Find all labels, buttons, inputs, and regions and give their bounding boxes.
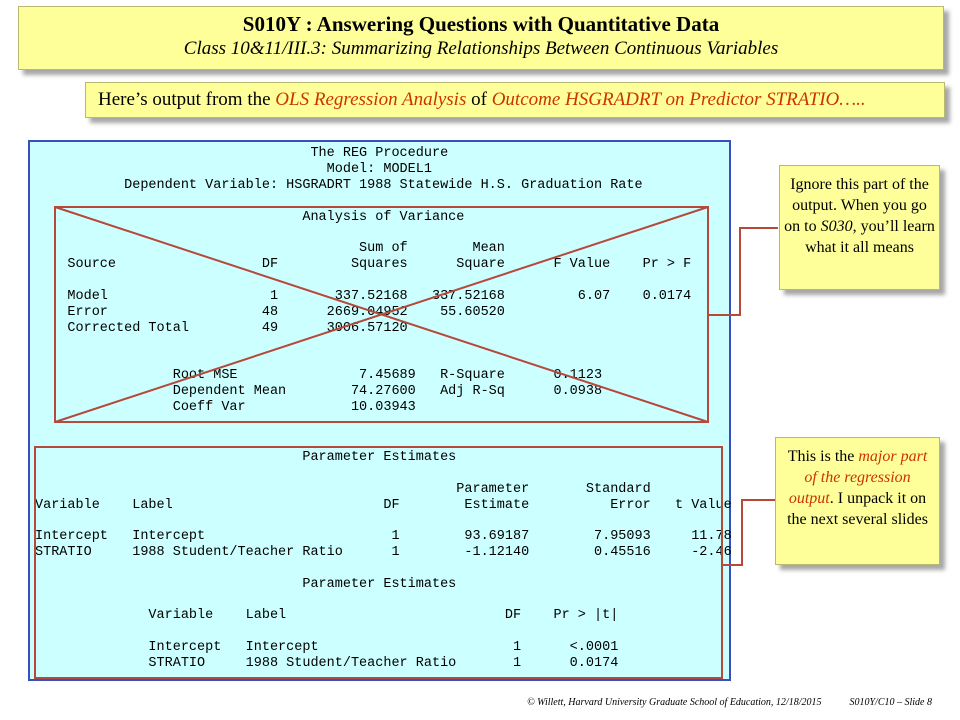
callout-emphasis: major part of the regression output <box>788 448 928 507</box>
title-box: S010Y : Answering Questions with Quantit… <box>18 6 944 70</box>
footer-slide: S010Y/C10 – Slide 8 <box>849 697 932 708</box>
output-line: Dependent Mean 74.27600 Adj R-Sq 0.0938 <box>35 384 603 399</box>
callout-text: Ignore this part of the output. When you… <box>784 176 929 235</box>
connector <box>722 499 776 566</box>
focus-box <box>34 446 723 679</box>
output-line: Corrected Total 49 3006.57120 <box>35 321 408 336</box>
callout-text: This is the <box>787 448 859 465</box>
output-line: Root MSE 7.45689 R-Square 0.1123 <box>35 368 603 383</box>
subtitle: Class 10&11/III.3: Summarizing Relations… <box>183 38 779 59</box>
output-line: Coeff Var 10.03943 <box>35 400 416 415</box>
output-line: Parameter Standard <box>35 482 651 497</box>
output-line: Error 48 2669.04952 55.60520 <box>35 305 505 320</box>
callout: Ignore this part of the output. When you… <box>779 165 940 290</box>
sas-output-panel <box>28 140 731 681</box>
intro-emphasis: Outcome HSGRADRT on Predictor STRATIO….. <box>491 89 866 110</box>
output-line: STRATIO 1988 Student/Teacher Ratio 1 -1.… <box>35 545 732 560</box>
output-line: Model: MODEL1 <box>35 162 432 177</box>
title: S010Y : Answering Questions with Quantit… <box>242 12 720 36</box>
output-line: Intercept Intercept 1 <.0001 <box>35 640 619 655</box>
output-line: The REG Procedure <box>35 146 449 161</box>
footer: © Willett, Harvard University Graduate S… <box>527 697 932 708</box>
intro-text: Here’s output from the <box>98 89 276 110</box>
output-line: Sum of Mean <box>35 241 505 256</box>
callout: This is the major part of the regression… <box>775 437 940 565</box>
cross-line <box>54 206 709 423</box>
callout-emphasis: S030 <box>820 218 853 235</box>
intro-text: of <box>466 89 492 110</box>
callout-text: . I unpack it on the next several slides <box>787 490 928 528</box>
output-line: Source DF Squares Square F Value Pr > F <box>35 257 692 272</box>
intro-emphasis: OLS Regression Analysis <box>275 89 467 110</box>
output-line: Dependent Variable: HSGRADRT 1988 Statew… <box>35 178 643 193</box>
connector <box>708 227 778 316</box>
output-line: Parameter Estimates <box>35 577 457 592</box>
output-line: Parameter Estimates <box>35 450 457 465</box>
callout-text: , you’ll learn what it all means <box>805 218 935 256</box>
output-line: Analysis of Variance <box>35 210 465 225</box>
footer-credit: © Willett, Harvard University Graduate S… <box>527 697 822 708</box>
intro-box: Here’s output from the OLS Regression An… <box>85 82 945 118</box>
output-line: Variable Label DF Pr > |t| <box>35 608 619 623</box>
output-line: STRATIO 1988 Student/Teacher Ratio 1 0.0… <box>35 656 619 671</box>
